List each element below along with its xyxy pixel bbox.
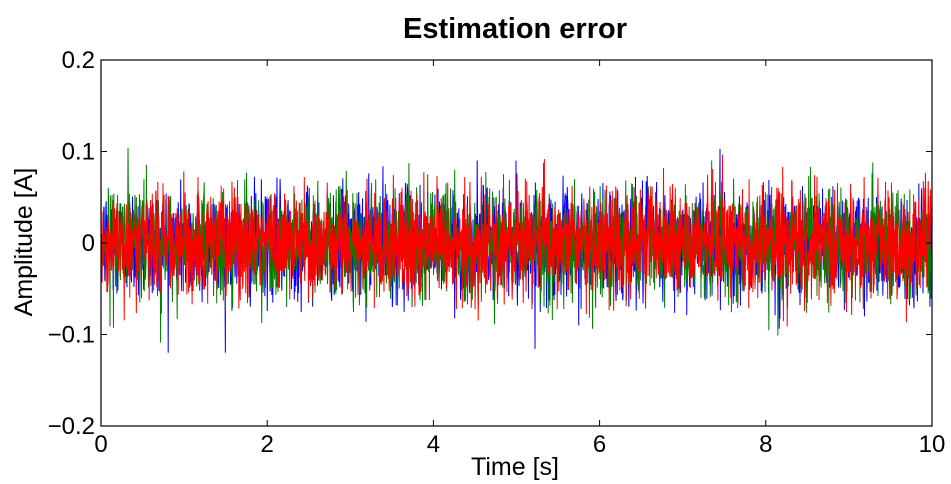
y-tick-label: 0.2 [62,47,95,74]
x-tick-label: 6 [593,431,606,458]
series-line-3 [100,154,933,327]
ticks-layer: 0 2 4 6 8 10 −0.2 −0.1 0 0.1 0.2 [48,47,946,458]
x-tick-label: 0 [94,431,107,458]
x-tick-label: 10 [919,431,946,458]
chart-title: Estimation error [403,13,627,45]
x-tick-label: 2 [261,431,274,458]
x-tick-label: 8 [759,431,772,458]
y-tick-label: 0.1 [62,139,95,166]
series-layer [100,148,933,353]
x-axis-label: Time [s] [471,453,559,481]
x-tick-label: 4 [427,431,440,458]
y-tick-label: −0.2 [48,413,95,440]
y-tick-label: 0 [82,230,95,257]
y-axis-label: Amplitude [A] [10,168,38,317]
y-tick-label: −0.1 [48,322,95,349]
